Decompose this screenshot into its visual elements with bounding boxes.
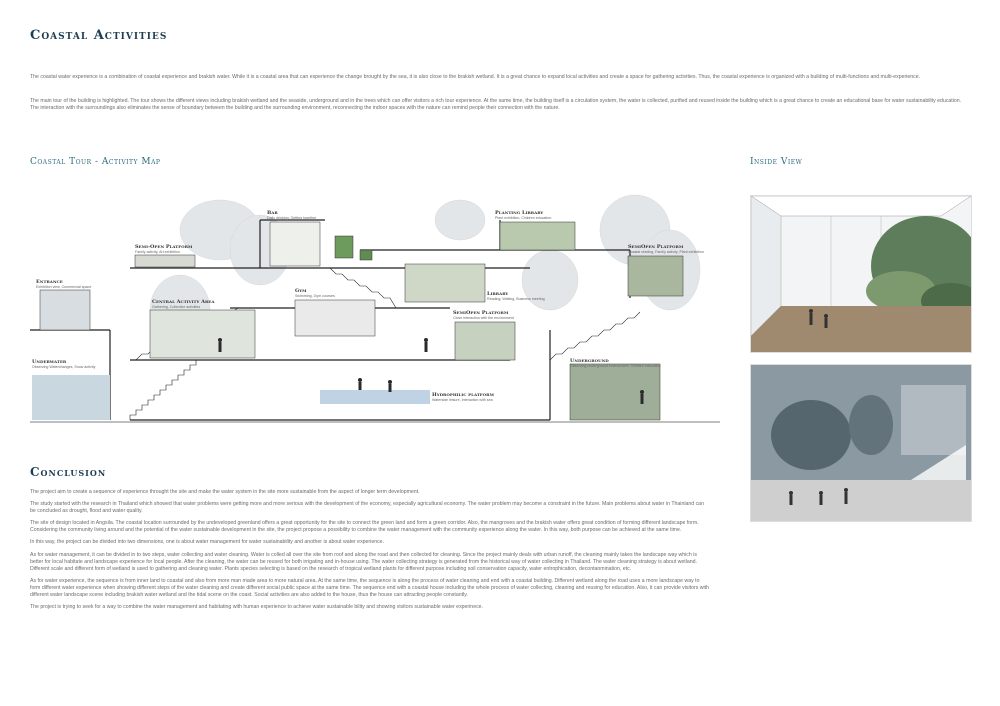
zone-label-hydrophilic-platform: Hydrophilic platform (432, 392, 494, 398)
zone-desc-semi-open-platform-2: Coastal reading, Family activity, Plant … (628, 250, 704, 254)
conclusion-paragraph: In this way, the project can be divided … (30, 539, 385, 546)
zone-desc-bar: Daily drinking, Getting together (267, 216, 317, 220)
zone-desc-planting-library: Plant exhibition, Children education (495, 216, 551, 220)
zone-desc-central-activity-area: Gathering, Collective activities (152, 305, 200, 309)
zone-label-semi-open-platform-1: Semi-Open Platform (135, 244, 193, 250)
conclusion-title: Conclusion (30, 465, 107, 479)
zone-label-semi-open-platform-2: SemiOpen Platform (628, 244, 684, 250)
conclusion-paragraph: The study started with the research in T… (30, 501, 704, 515)
zone-desc-underground: Observing underground environment, Child… (570, 364, 661, 368)
zone-label-planting-library: Planting Library (495, 210, 543, 216)
zone-label-library: Library (487, 291, 508, 297)
people-figures (218, 338, 644, 404)
conclusion-paragraph: The site of design located in Angsila. T… (30, 520, 699, 534)
inside-view-render-bottom (750, 364, 972, 522)
underwater-tank (32, 375, 110, 420)
zone-label-bar: Bar (267, 210, 278, 216)
zone-desc-library: Reading, Waiting, Business meeting (487, 297, 545, 301)
conclusion-body: The project aim to create a sequence of … (30, 489, 710, 616)
zone-label-gym: Gym (295, 288, 307, 294)
conclusion-paragraph: The project aim to create a sequence of … (30, 489, 420, 495)
inside-view-title: Inside View (750, 157, 803, 167)
activity-map-title: Coastal Tour - Activity Map (30, 157, 161, 167)
intro-paragraph-1: The coastal water experience is a combin… (30, 74, 921, 80)
inside-view-render-top (750, 195, 972, 353)
zone-desc-entrance: Exhibition view, Commercial space (36, 285, 91, 289)
conclusion-paragraph: As for water experience, the sequence is… (30, 577, 709, 599)
zone-label-underwater: Underwater (32, 359, 67, 365)
zone-desc-semi-open-platform-3: Close interaction with the environment (453, 316, 514, 320)
conclusion-paragraph: The project is trying to seek for a way … (30, 604, 483, 611)
zone-label-entrance: Entrance (36, 279, 63, 285)
zone-label-semi-open-platform-3: SemiOpen Platform (453, 310, 509, 316)
section-drawing: Bar Daily drinking, Getting together Pla… (30, 194, 720, 423)
activity-vignettes (39, 221, 684, 421)
conclusion-paragraph: As for water management, it can be divid… (30, 551, 697, 572)
zone-desc-underwater: Observing Waterchanges, Snow activity (32, 365, 96, 369)
zone-label-underground: Underground (570, 358, 609, 364)
zone-desc-hydrophilic-platform: Waterside leisure, Interaction with sea (432, 398, 493, 402)
zone-desc-semi-open-platform-1: Family activity, Art exhibition (135, 250, 180, 254)
hydrophilic-water (320, 390, 430, 404)
intro-paragraph-2: The main tour of the building is highlig… (30, 98, 962, 112)
zone-desc-gym: Swimming, Gym courses (295, 294, 335, 298)
zone-label-central-activity-area: Central Activity Area (152, 299, 215, 305)
page-title: Coastal Activities (30, 28, 168, 43)
